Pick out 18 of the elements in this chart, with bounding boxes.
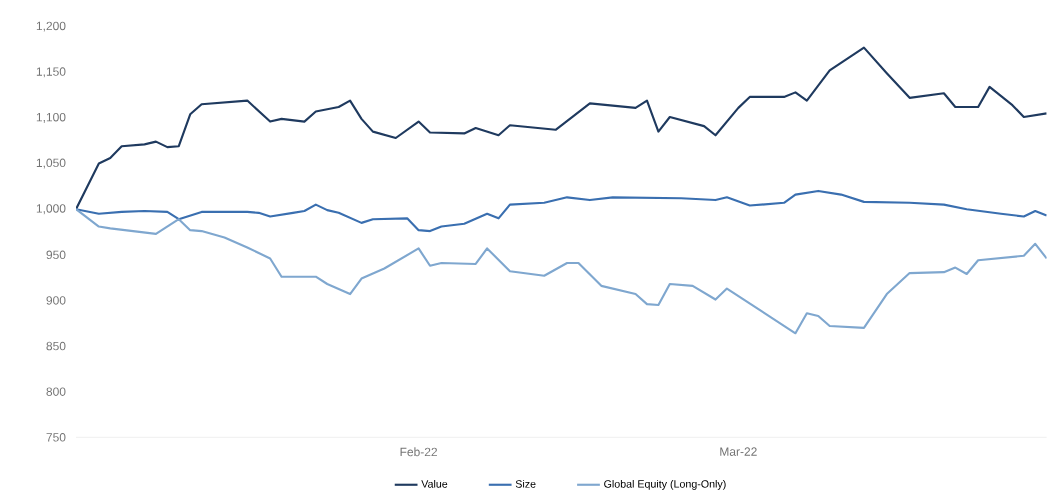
y-tick-label: 800 xyxy=(46,387,66,396)
y-tick-label: 1,050 xyxy=(36,158,66,169)
legend-label: Global Equity (Long-Only) xyxy=(604,479,726,490)
line-series xyxy=(76,189,1047,233)
y-tick-label: 750 xyxy=(46,433,66,442)
x-tick-label: Feb-22 xyxy=(400,447,437,457)
y-tick-label: 1,100 xyxy=(36,112,66,123)
line-series xyxy=(76,208,1047,335)
y-tick-label: 1,200 xyxy=(36,21,66,32)
x-tick-label: Mar-22 xyxy=(720,447,757,456)
y-tick-label: 950 xyxy=(46,250,66,260)
y-tick-label: 1,150 xyxy=(36,67,66,78)
legend-label: Size xyxy=(515,479,536,488)
legend-label: Value xyxy=(421,479,448,488)
y-tick-label: 1,000 xyxy=(36,204,66,215)
line-series xyxy=(76,46,1047,211)
y-tick-label: 900 xyxy=(46,296,66,305)
y-tick-label: 850 xyxy=(46,341,66,351)
